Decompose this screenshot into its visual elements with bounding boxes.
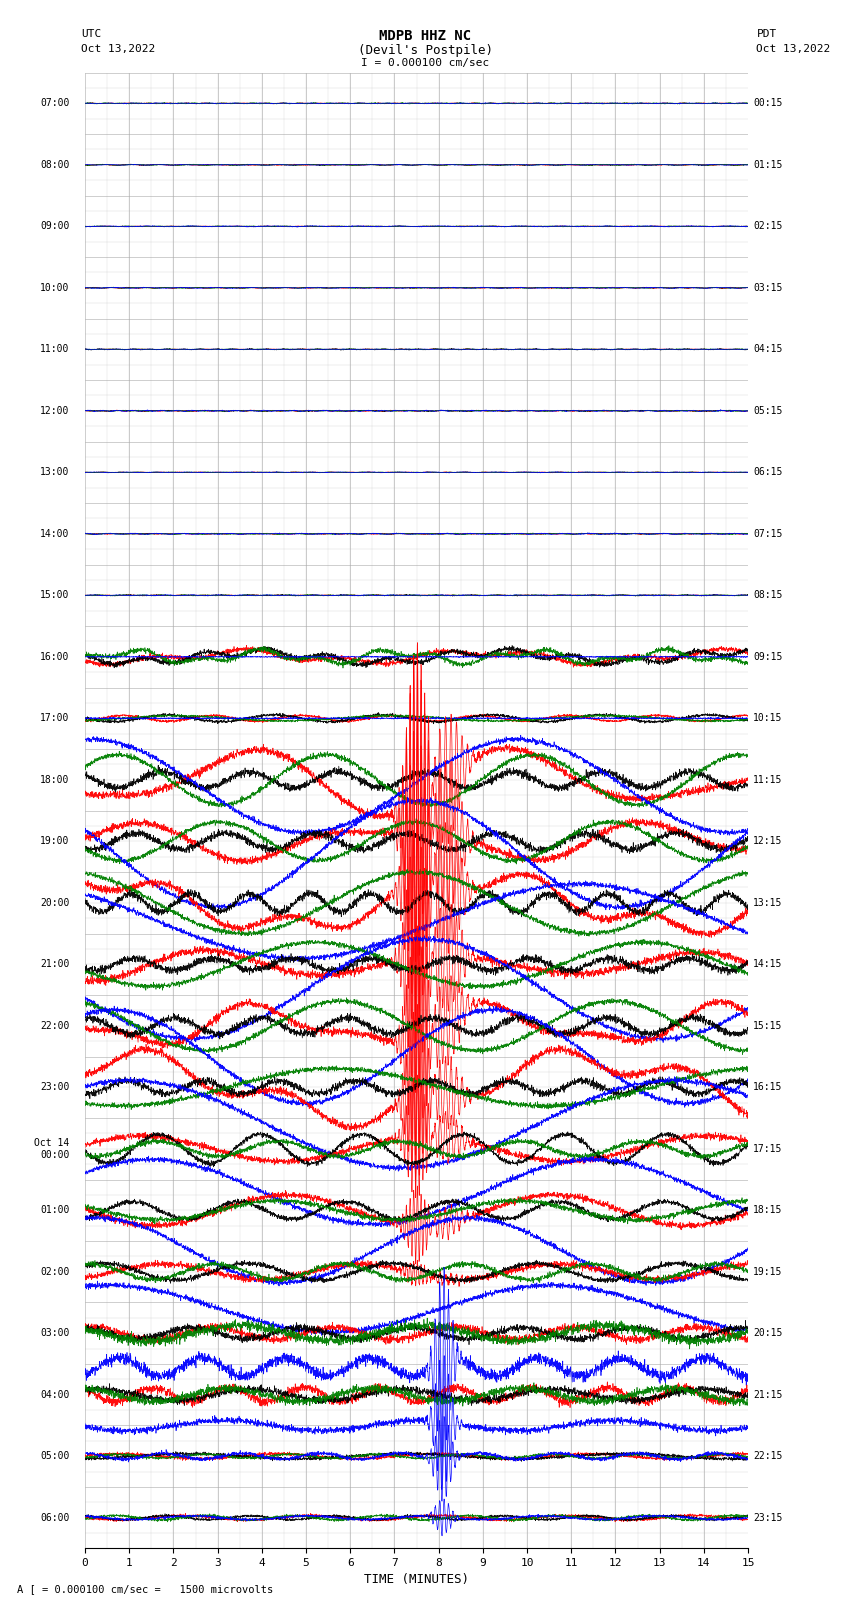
Text: 15:15: 15:15 [753,1021,783,1031]
Text: 14:00: 14:00 [40,529,70,539]
Text: MDPB HHZ NC: MDPB HHZ NC [379,29,471,44]
Text: 07:15: 07:15 [753,529,783,539]
Text: 01:15: 01:15 [753,160,783,169]
Text: Oct 13,2022: Oct 13,2022 [81,44,155,53]
Text: 17:00: 17:00 [40,713,70,723]
Text: 07:00: 07:00 [40,98,70,108]
Text: UTC: UTC [81,29,101,39]
Text: 11:15: 11:15 [753,774,783,786]
Text: 02:00: 02:00 [40,1266,70,1277]
Text: 16:15: 16:15 [753,1082,783,1092]
Text: 19:15: 19:15 [753,1266,783,1277]
Text: 12:00: 12:00 [40,406,70,416]
X-axis label: TIME (MINUTES): TIME (MINUTES) [364,1573,469,1586]
Text: 08:00: 08:00 [40,160,70,169]
Text: 09:15: 09:15 [753,652,783,661]
Text: 04:15: 04:15 [753,344,783,355]
Text: I = 0.000100 cm/sec: I = 0.000100 cm/sec [361,58,489,68]
Text: 21:00: 21:00 [40,960,70,969]
Text: A [ = 0.000100 cm/sec =   1500 microvolts: A [ = 0.000100 cm/sec = 1500 microvolts [17,1584,273,1594]
Text: 13:00: 13:00 [40,468,70,477]
Text: 22:15: 22:15 [753,1452,783,1461]
Text: 21:15: 21:15 [753,1390,783,1400]
Text: 04:00: 04:00 [40,1390,70,1400]
Text: 19:00: 19:00 [40,836,70,847]
Text: 12:15: 12:15 [753,836,783,847]
Text: 05:00: 05:00 [40,1452,70,1461]
Text: 01:00: 01:00 [40,1205,70,1215]
Text: 02:15: 02:15 [753,221,783,231]
Text: 06:15: 06:15 [753,468,783,477]
Text: 22:00: 22:00 [40,1021,70,1031]
Text: 15:00: 15:00 [40,590,70,600]
Text: 00:15: 00:15 [753,98,783,108]
Text: 03:15: 03:15 [753,282,783,294]
Text: Oct 13,2022: Oct 13,2022 [756,44,830,53]
Text: 17:15: 17:15 [753,1144,783,1153]
Text: Oct 14
00:00: Oct 14 00:00 [34,1137,70,1160]
Text: 16:00: 16:00 [40,652,70,661]
Text: (Devil's Postpile): (Devil's Postpile) [358,44,492,56]
Text: 10:15: 10:15 [753,713,783,723]
Text: 23:00: 23:00 [40,1082,70,1092]
Text: 18:00: 18:00 [40,774,70,786]
Text: 03:00: 03:00 [40,1327,70,1339]
Text: 23:15: 23:15 [753,1513,783,1523]
Text: PDT: PDT [756,29,777,39]
Text: 20:15: 20:15 [753,1327,783,1339]
Text: 20:00: 20:00 [40,898,70,908]
Text: 10:00: 10:00 [40,282,70,294]
Text: 09:00: 09:00 [40,221,70,231]
Text: 13:15: 13:15 [753,898,783,908]
Text: 06:00: 06:00 [40,1513,70,1523]
Text: 18:15: 18:15 [753,1205,783,1215]
Text: 08:15: 08:15 [753,590,783,600]
Text: 11:00: 11:00 [40,344,70,355]
Text: 14:15: 14:15 [753,960,783,969]
Text: 05:15: 05:15 [753,406,783,416]
